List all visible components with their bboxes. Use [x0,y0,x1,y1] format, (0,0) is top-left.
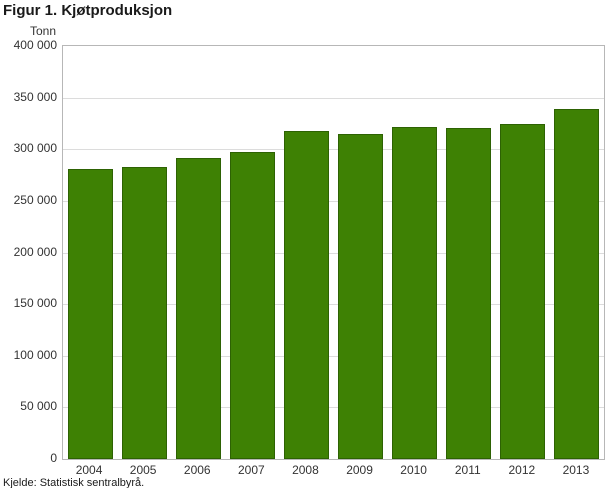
gridline [63,304,604,306]
x-tick-label: 2009 [346,463,373,477]
x-tick-label: 2008 [292,463,319,477]
y-axis: 0 50 000 100 000 150 000 200 000 250 000 300 0… [0,39,57,464]
y-tick-label: 300 000 [13,141,57,156]
x-axis: 2004 2005 2006 2007 2008 2009 2010 2011 2012 2013 [62,463,603,479]
y-tick-label: 250 000 [13,192,57,207]
x-tick-label: 2012 [508,463,536,477]
y-tick-label: 50 000 [20,399,57,414]
x-tick-label: 2013 [562,463,590,477]
gridline [63,355,604,357]
gridline [63,252,604,254]
bar-2006 [176,158,221,459]
plot-area [62,45,605,460]
bar-2012 [500,124,545,459]
x-tick-label: 2011 [454,463,481,477]
y-tick-label: 0 [50,451,57,465]
chart-title: Figur 1. Kjøtproduksjon [3,2,173,19]
bar-2008 [284,131,329,459]
y-tick-label: 350 000 [13,89,57,104]
y-axis-unit-label: Tonn [30,24,57,38]
bar-2013 [554,109,599,459]
y-tick-label: 400 000 [13,38,57,52]
x-tick-label: 2004 [75,463,103,477]
bar-2007 [230,152,275,459]
y-tick-label: 200 000 [13,244,57,259]
bar-2010 [392,127,437,459]
x-tick-label: 2007 [237,463,265,477]
x-tick-label: 2010 [400,463,427,477]
gridline [63,200,604,202]
bar-2004 [68,169,113,459]
bar-2011 [446,128,491,459]
bar-2005 [122,167,167,459]
source-note: Kjelde: Statistisk sentralbyrå. [3,477,145,488]
x-tick-label: 2005 [129,463,157,477]
gridline [63,97,604,99]
gridline [63,149,604,151]
y-tick-label: 100 000 [13,347,57,362]
bar-2009 [338,134,383,459]
y-tick-label: 150 000 [13,296,57,311]
x-tick-label: 2006 [183,463,211,477]
gridline [63,407,604,409]
